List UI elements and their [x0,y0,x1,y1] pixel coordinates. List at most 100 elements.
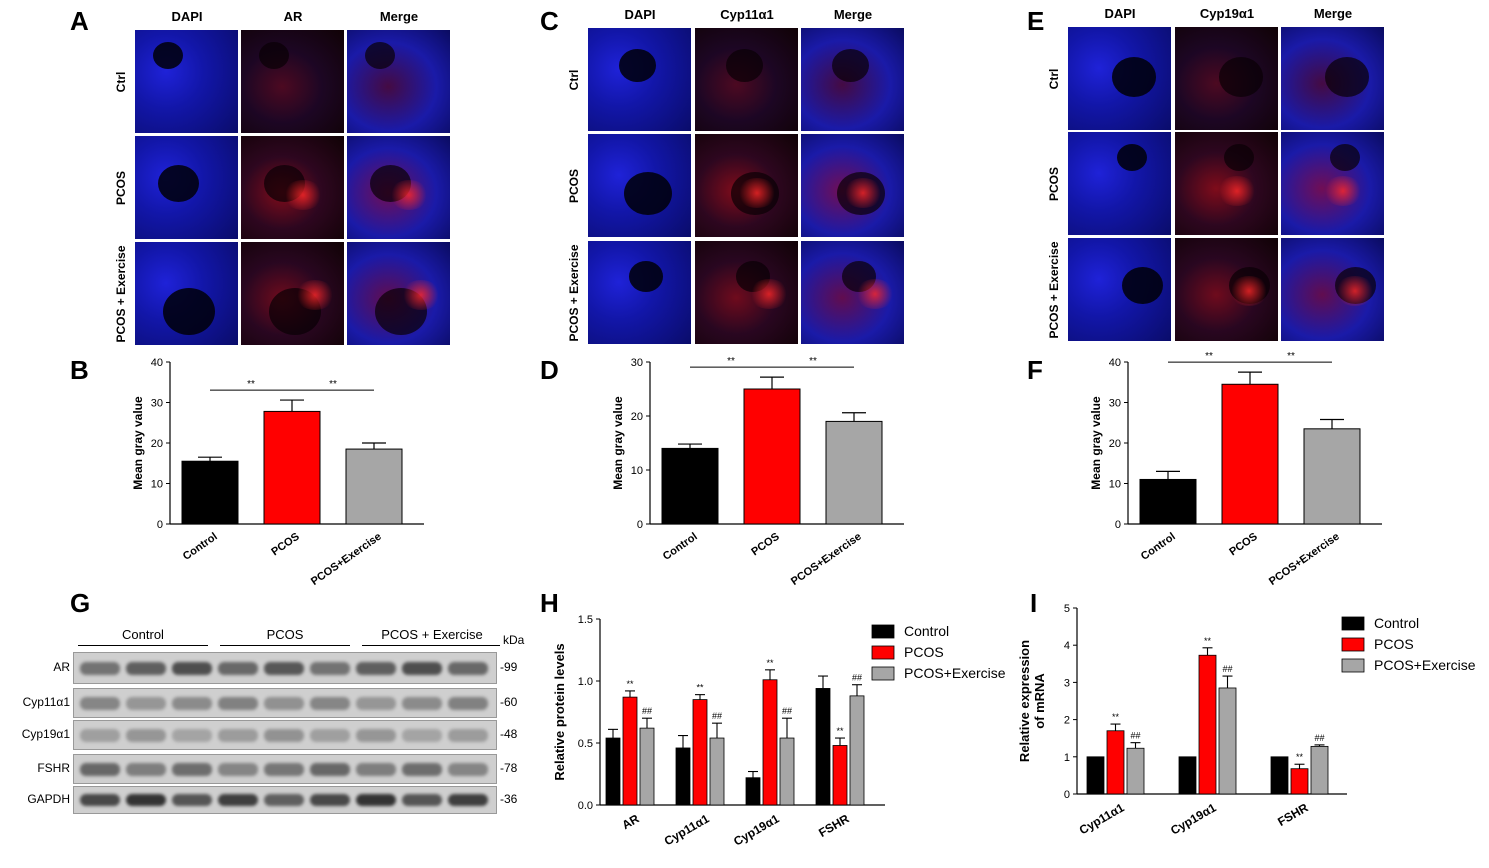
follicle-cavity [158,165,199,202]
bar [692,699,708,806]
micrograph-image [1175,27,1278,130]
wb-band [126,794,166,807]
bar [815,688,831,806]
micrograph-column-header: Cyp19α1 [1199,6,1255,21]
y-tick-label: 1.0 [578,676,593,688]
stain-signal [843,178,883,208]
wb-row-label: Cyp11α1 [22,695,70,709]
micrograph-image [1068,27,1171,130]
significance-mark: ** [766,658,774,668]
wb-band [218,794,258,807]
y-tick-label: 2 [1064,715,1070,727]
wb-band [80,763,120,776]
significance-mark: ## [1130,731,1140,741]
wb-band [310,661,350,676]
x-tick-label: Control [1139,531,1178,563]
micrograph-column-header: Cyp11α1 [720,7,774,22]
y-tick-label: 5 [1064,603,1070,615]
chart-i-mrna-expression: 0 1 2 3 4 5 Relative expression of mRNA ** ## Cyp1… [1017,603,1476,838]
micrograph-column-header: DAPI [624,7,656,22]
stain-signal [737,178,777,208]
micrograph-column-header: DAPI [1104,6,1136,21]
wb-band [218,661,258,676]
bar [825,420,883,525]
significance-mark: ** [727,356,735,367]
follicle-cavity [1112,57,1156,97]
y-tick-label: 1.5 [578,614,593,626]
y-tick-label: 30 [631,357,643,369]
x-tick-label: AR [619,811,641,832]
chart-d-mean-gray: 0 10 20 30 Mean gray value Control PCOS PCOS+Ex… [611,356,904,588]
y-tick-label: 10 [1109,479,1121,491]
micrograph-image [695,241,798,344]
stain-signal [1229,276,1269,306]
x-tick-label: Cyp11α1 [662,811,712,848]
stain-signal [295,280,335,310]
micrograph-image [1281,238,1384,341]
micrograph-row-header: PCOS [114,170,128,206]
y-axis-label: Mean gray value [1089,396,1103,490]
follicle-cavity [365,42,395,69]
wb-kda-value: -48 [500,727,518,741]
y-tick-label: 0.0 [578,800,593,812]
panel-label-d: D [540,355,559,385]
bar [832,745,848,806]
wb-band [448,794,488,807]
y-tick-label: 4 [1064,640,1070,652]
micrograph-image [135,242,238,345]
wb-band [264,794,304,807]
micrograph-row-header: PCOS [567,168,581,204]
wb-row-label: GAPDH [27,792,70,806]
bar [849,695,865,806]
micrograph-row-header: PCOS + Exercise [567,244,581,342]
micrograph-image [801,134,904,237]
wb-group-line [78,645,208,646]
wb-group-exercise: PCOS + Exercise [381,627,483,642]
x-tick-label: PCOS [1227,531,1259,559]
legend-label: PCOS [1374,636,1414,652]
wb-kda-label: kDa [503,633,525,647]
wb-band [264,697,304,710]
y-tick-label: 20 [151,438,163,450]
panel-label-c: C [540,6,559,36]
wb-band [402,729,442,742]
wb-band [80,729,120,742]
chart-f-mean-gray: 0 10 20 30 40 Mean gray value Control PCOS PCOS+… [1089,351,1382,588]
micrograph-image [588,134,691,237]
micrograph-image [1281,27,1384,130]
wb-band [402,697,442,710]
wb-band [264,729,304,742]
wb-group-pcos: PCOS [266,627,304,642]
bar [1270,756,1289,795]
x-tick-label: PCOS+Exercise [309,531,384,588]
wb-group-line [362,645,500,646]
follicle-cavity [629,261,663,292]
wb-band [172,697,212,710]
panel-label-e: E [1027,6,1045,36]
wb-band [310,697,350,710]
wb-kda-value: -78 [500,761,518,775]
wb-kda-value: -99 [500,660,518,674]
wb-band [80,661,120,676]
bar [1218,687,1237,795]
significance-mark: ## [1222,664,1232,674]
wb-band [448,697,488,710]
micrograph-image [588,28,691,131]
x-tick-label: PCOS [269,531,301,559]
bar [622,696,638,806]
wb-band [402,763,442,776]
wb-band [310,794,350,807]
wb-band [218,729,258,742]
micrograph-image [241,30,344,133]
micrograph-image [695,134,798,237]
bar [1290,768,1309,795]
micrograph-image [695,28,798,131]
bar [1178,756,1197,795]
bar [605,737,621,806]
wb-band [310,729,350,742]
wb-band [356,729,396,742]
follicle-cavity [726,49,763,83]
micrograph-row-header: PCOS [1047,166,1061,202]
legend-label: Control [904,623,949,639]
bar [181,460,239,525]
